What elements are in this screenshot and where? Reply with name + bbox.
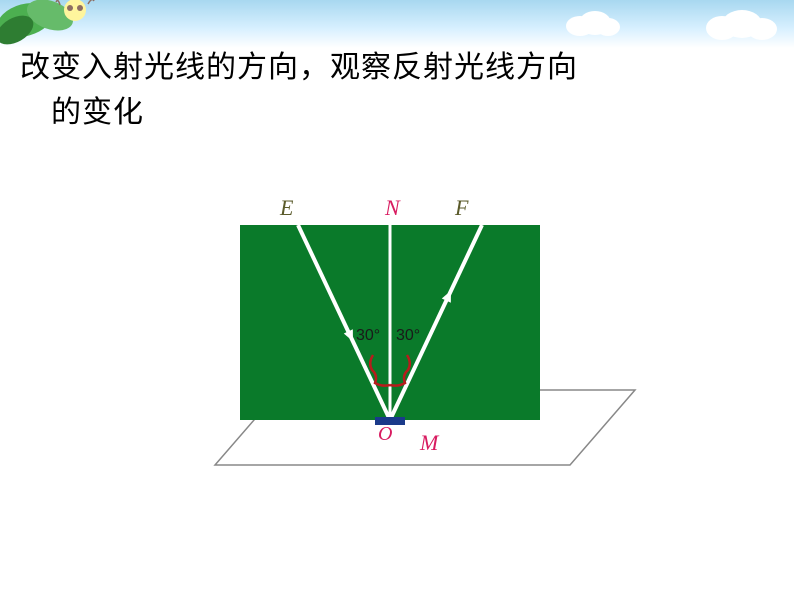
- label-M: M: [420, 430, 438, 456]
- leaf-decoration: [0, 0, 140, 48]
- cloud-right: [700, 8, 780, 43]
- angle-right-text: 30°: [396, 327, 420, 344]
- reflection-diagram: E N F 30° 30° O M: [160, 195, 660, 525]
- label-E: E: [280, 195, 293, 221]
- label-N: N: [385, 195, 400, 221]
- top-banner: [0, 0, 794, 48]
- label-F: F: [455, 195, 468, 221]
- diagram-svg: 30° 30°: [160, 195, 660, 525]
- cloud-left: [560, 8, 620, 38]
- label-O: O: [378, 423, 392, 446]
- slide-title: 改变入射光线的方向，观察反射光线方向 的变化: [20, 45, 578, 135]
- angle-left-text: 30°: [356, 327, 380, 344]
